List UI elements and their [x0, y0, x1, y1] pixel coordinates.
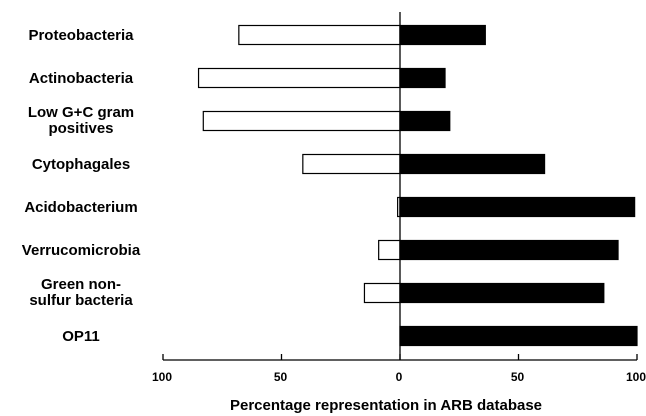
category-label: Actinobacteria: [29, 70, 134, 87]
category-label-line: Low G+C gram: [28, 104, 134, 121]
category-label: Proteobacteria: [28, 27, 134, 44]
x-tick-label: 50: [274, 370, 288, 384]
bar-left: [197, 67, 401, 89]
x-ticks-group: 100 50 0 50 100: [152, 354, 646, 384]
x-tick-label: 100: [152, 370, 172, 384]
category-label: Low G+C gram positives: [28, 104, 134, 137]
bar-left: [302, 153, 401, 175]
x-tick-label: 50: [511, 370, 525, 384]
bar-right: [399, 153, 546, 175]
category-label: Green non-sulfur bacteria: [29, 276, 133, 309]
category-label-line: sulfur bacteria: [29, 292, 133, 309]
category-label-line: positives: [48, 120, 113, 137]
bar-right: [399, 239, 619, 261]
bars-group: [197, 24, 638, 347]
bar-right: [399, 110, 451, 132]
bar-right: [399, 325, 638, 347]
bar-left: [238, 24, 401, 46]
bar-left: [202, 110, 401, 132]
category-label: Cytophagales: [32, 156, 130, 173]
x-axis-title: Percentage representation in ARB databas…: [230, 397, 542, 414]
category-label: Verrucomicrobia: [22, 242, 141, 259]
bar-right: [399, 67, 446, 89]
bar-right: [399, 196, 636, 218]
bar-right: [399, 24, 486, 46]
category-label-line: Green non-: [41, 276, 121, 293]
bar-right: [399, 282, 605, 304]
category-label: OP11: [62, 328, 100, 345]
category-label: Acidobacterium: [24, 199, 137, 216]
bar-left: [378, 239, 401, 261]
category-labels-group: Proteobacteria Actinobacteria Low G+C gram…: [22, 27, 141, 345]
x-tick-label: 100: [626, 370, 646, 384]
x-tick-label: 0: [396, 370, 403, 384]
bar-left: [363, 282, 401, 304]
